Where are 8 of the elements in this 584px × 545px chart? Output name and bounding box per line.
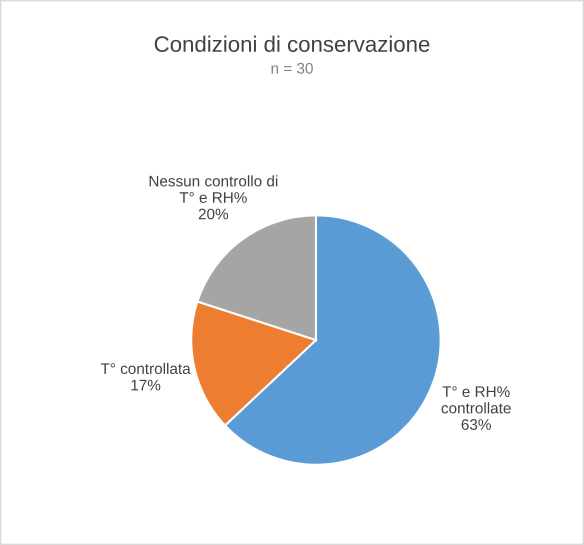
slice-label: T° controllata [100, 362, 191, 374]
chart-title: Condizioni di conservazione [154, 36, 430, 52]
data-label: 63% [462, 419, 491, 430]
data-label: 20% [198, 208, 228, 220]
slice-label: Nessun controllo di T° e RH% [150, 175, 278, 203]
slice-label: T° e RH% controllate [442, 386, 511, 414]
chart-subtitle: n = 30 [272, 62, 313, 74]
data-label: 17% [131, 380, 160, 390]
